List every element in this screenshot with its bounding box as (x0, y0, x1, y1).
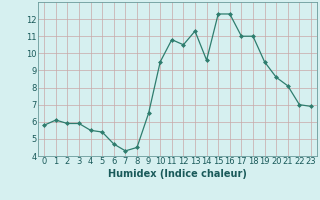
X-axis label: Humidex (Indice chaleur): Humidex (Indice chaleur) (108, 169, 247, 179)
